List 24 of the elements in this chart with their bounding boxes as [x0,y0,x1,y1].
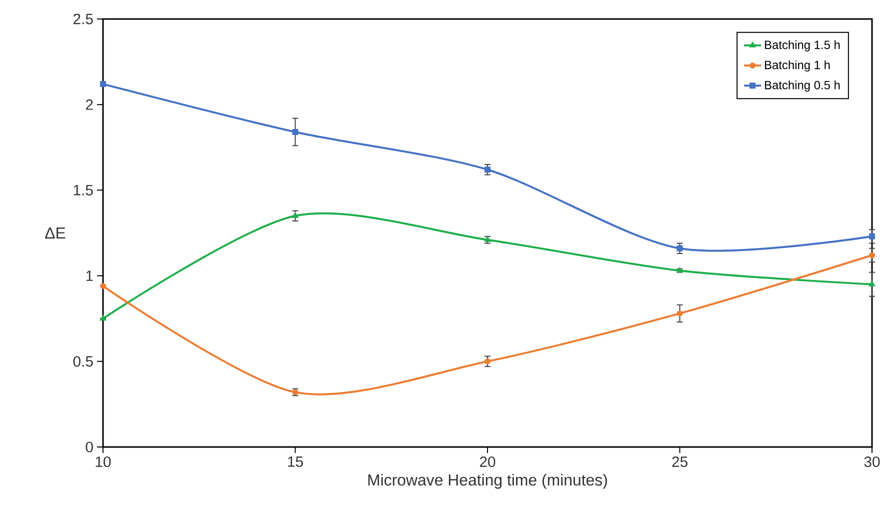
point [100,81,106,88]
x-axis-title: Microwave Heating time (minutes) [368,474,607,489]
y-tick-label: 2.5 [73,14,93,24]
x-tick-label: 25 [672,456,688,468]
y-tick-label: 2 [86,99,93,110]
point [869,233,875,240]
legend-label: Batching 0.5 h [765,80,840,92]
point [292,128,298,135]
point [484,358,490,364]
x-tick-label: 20 [480,456,496,468]
legend-label: Batching 1.5 h [765,40,840,52]
x-tick-label: 15 [288,456,303,467]
x-tick-label: 10 [96,456,111,468]
y-tick-label: 1 [86,270,93,281]
y-axis-title: ΔE [45,228,66,238]
point [100,283,106,290]
y-tick-label: 0 [86,442,93,452]
y-tick-label: 1.5 [74,184,93,196]
y-tick-label: 0.5 [73,356,93,367]
point [484,166,490,173]
x-tick-label: 30 [864,456,880,468]
point [676,310,683,316]
legend-label: Batching 1 h [765,60,830,72]
point [676,245,683,252]
